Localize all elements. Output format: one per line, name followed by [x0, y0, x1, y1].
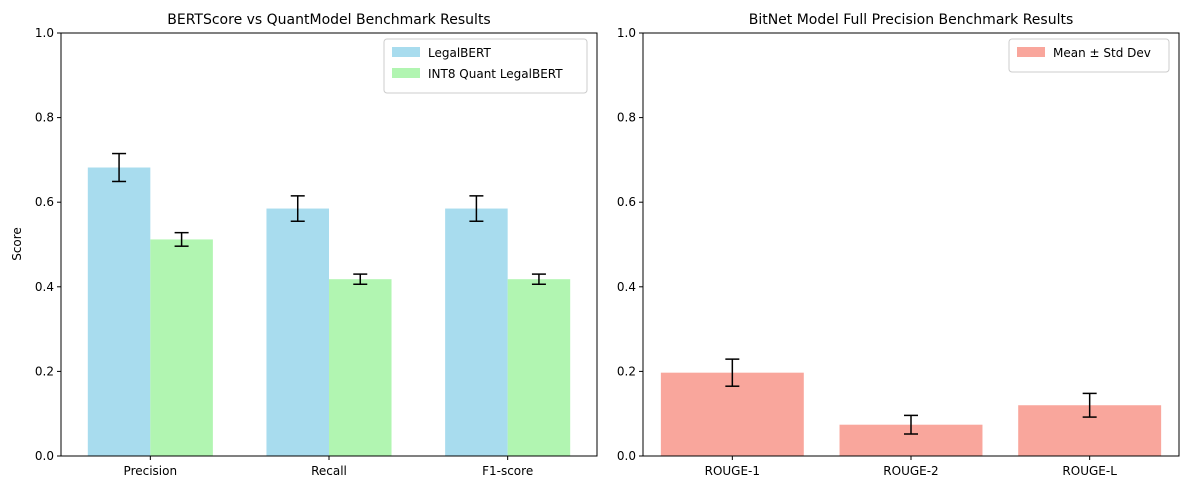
legend-box	[383, 38, 588, 94]
bar	[507, 279, 571, 456]
x-tick-label: ROUGE-L	[1062, 464, 1117, 478]
chart-title: BitNet Model Full Precision Benchmark Re…	[749, 12, 1074, 28]
legend-label: Mean ± Std Dev	[1053, 46, 1151, 60]
y-tick-label: 0.4	[617, 280, 636, 294]
y-tick-label: 0.0	[617, 449, 636, 463]
y-tick-label: 0.6	[35, 195, 54, 209]
legend: LegalBERT INT8 Quant LegalBERT	[383, 38, 588, 94]
bar	[150, 239, 213, 456]
chart-panel-bertscore: BERTScore vs QuantModel Benchmark Result…	[10, 12, 598, 478]
y-tick-label: 0.2	[35, 364, 54, 378]
y-tick-label: 0.8	[617, 111, 636, 125]
x-tick-label: Precision	[124, 464, 178, 478]
legend-box	[1008, 38, 1170, 73]
bar	[266, 208, 329, 456]
legend-swatch	[1017, 47, 1045, 57]
y-tick-label: 0.4	[35, 280, 54, 294]
y-tick-label: 0.0	[35, 449, 54, 463]
chart-title: BERTScore vs QuantModel Benchmark Result…	[167, 12, 490, 28]
legend-swatch	[392, 47, 420, 57]
y-tick-label: 0.6	[617, 195, 636, 209]
y-tick-label: 0.8	[35, 111, 54, 125]
x-tick-label: ROUGE-2	[883, 464, 938, 478]
legend: Mean ± Std Dev	[1008, 38, 1170, 73]
bar	[87, 167, 151, 457]
y-tick-label: 1.0	[35, 26, 54, 40]
bar	[445, 208, 508, 456]
x-tick-label: ROUGE-1	[705, 464, 760, 478]
legend-label: LegalBERT	[428, 46, 491, 60]
legend-swatch	[392, 68, 420, 78]
chart-panel-bitnet: BitNet Model Full Precision Benchmark Re…	[617, 12, 1180, 478]
y-tick-label: 0.2	[617, 364, 636, 378]
x-tick-label: Recall	[311, 464, 347, 478]
y-tick-label: 1.0	[617, 26, 636, 40]
y-axis-label: Score	[10, 227, 24, 261]
x-tick-label: F1-score	[482, 464, 533, 478]
legend-label: INT8 Quant LegalBERT	[428, 67, 563, 81]
bar	[329, 279, 392, 456]
